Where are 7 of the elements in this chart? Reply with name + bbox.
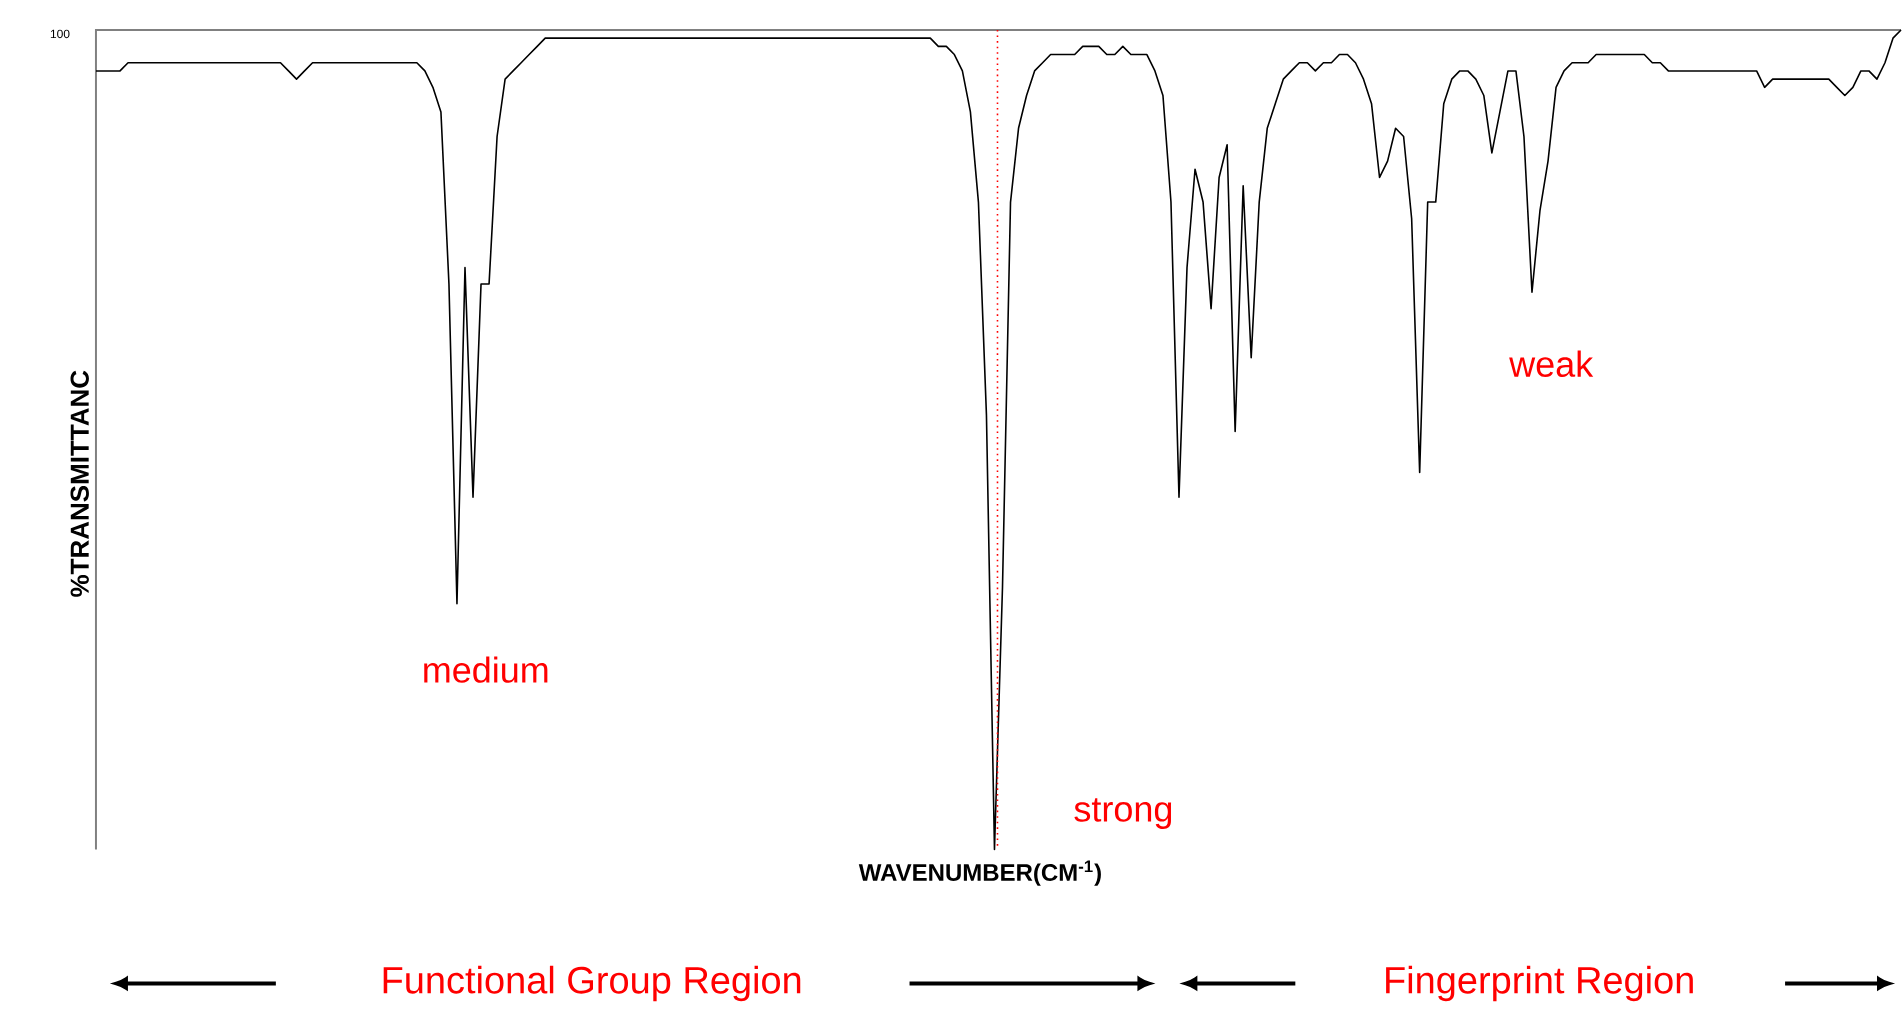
text: Functional Group Region <box>383 966 801 1002</box>
annotation: weak <box>1509 350 1594 378</box>
y-axis-title: %TRANSMITTANC <box>70 370 89 598</box>
annotation: strong <box>1074 798 1172 830</box>
x-axis-title: WAVENUMBER(CM$^{-1}$) <box>858 860 1101 887</box>
text: Fingerprint Region <box>1386 966 1693 1002</box>
annotation: medium <box>424 656 548 684</box>
